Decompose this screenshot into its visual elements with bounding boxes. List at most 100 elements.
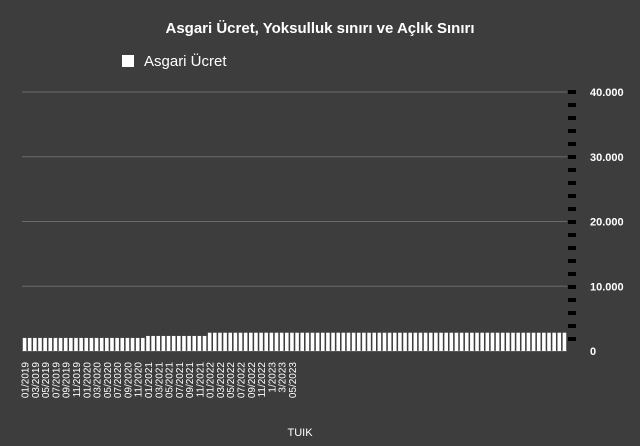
bar — [403, 332, 407, 351]
bar — [557, 332, 562, 351]
bar — [320, 332, 325, 351]
bar — [213, 332, 217, 351]
source-label: TUIK — [287, 427, 313, 439]
axis-dash — [568, 272, 576, 276]
bar — [521, 332, 526, 351]
bar — [254, 332, 258, 351]
bar — [305, 332, 310, 351]
bar — [398, 332, 402, 351]
axis-dash — [568, 103, 576, 107]
bar — [562, 332, 567, 351]
x-tick-label: 05/2022 — [226, 362, 237, 399]
bar — [490, 332, 495, 351]
bar — [53, 337, 58, 351]
axis-dash — [568, 298, 576, 302]
axis-dash — [568, 181, 576, 185]
bar — [547, 332, 551, 351]
x-tick-label: 07/2020 — [113, 362, 124, 399]
bar — [33, 337, 37, 351]
bar — [74, 337, 78, 351]
bar — [269, 332, 274, 351]
bar — [500, 332, 505, 351]
bar — [428, 332, 433, 351]
bar — [63, 337, 68, 351]
bar — [84, 337, 89, 351]
bar — [367, 332, 371, 351]
legend: Asgari Ücret — [122, 52, 227, 70]
x-tick-label: 01/2019 — [21, 362, 32, 399]
x-tick-label: 1/2023 — [267, 362, 278, 393]
bar — [187, 335, 191, 351]
bar — [434, 332, 438, 351]
x-tick-label: 11/2020 — [134, 362, 145, 398]
bar — [377, 332, 382, 351]
bar — [413, 332, 418, 351]
bar — [38, 337, 42, 351]
bar — [120, 337, 125, 351]
bar — [22, 337, 27, 351]
bar — [27, 337, 32, 351]
bar — [480, 332, 484, 351]
x-tick-label: 01/2021 — [144, 362, 155, 399]
bar — [423, 332, 428, 351]
bar — [243, 332, 248, 351]
bar — [233, 332, 238, 351]
axis-dash — [568, 259, 576, 263]
bar — [454, 332, 459, 351]
bar — [295, 332, 299, 351]
axis-dash — [568, 233, 576, 237]
bar — [485, 332, 490, 351]
bar — [495, 332, 500, 351]
bar — [89, 337, 94, 351]
bar — [151, 335, 155, 351]
x-tick-label: 05/2021 — [165, 362, 176, 399]
axis-dash — [568, 142, 576, 146]
bar — [470, 332, 474, 351]
y-axis: 0 10.000 20.000 30.000 40.000 — [568, 87, 624, 358]
bar — [531, 332, 536, 351]
x-tick-label: 11/2021 — [195, 362, 206, 398]
bar — [310, 332, 315, 351]
bar — [290, 332, 294, 351]
x-tick-label: 09/2021 — [185, 362, 196, 399]
legend-swatch — [122, 55, 134, 67]
x-tick-label: 05/2019 — [41, 362, 52, 399]
bar — [475, 332, 479, 351]
x-tick-label: 05/2020 — [103, 362, 114, 399]
bar — [197, 335, 202, 351]
bar — [506, 332, 510, 351]
legend-label: Asgari Ücret — [144, 52, 227, 70]
bar — [79, 337, 83, 351]
x-tick-label: 01/2022 — [206, 362, 217, 399]
bar — [542, 332, 546, 351]
bar — [156, 335, 161, 351]
axis-dash — [568, 324, 576, 328]
bar — [110, 337, 114, 351]
bar — [511, 332, 515, 351]
axis-dash — [568, 246, 576, 250]
x-tick-label: 3/2023 — [278, 362, 289, 393]
axis-dash — [568, 285, 576, 289]
bar — [351, 332, 356, 351]
y-tick-label: 40.000 — [590, 87, 624, 99]
y-tick-label: 20.000 — [590, 217, 624, 229]
bar — [372, 332, 376, 351]
x-tick-label: 07/2022 — [237, 362, 248, 399]
bar — [387, 332, 392, 351]
bar — [526, 332, 531, 351]
x-tick-label: 03/2019 — [31, 362, 42, 399]
bar — [341, 332, 346, 351]
bar — [356, 332, 361, 351]
bar — [130, 337, 135, 351]
axis-dash — [568, 168, 576, 172]
bar — [449, 332, 454, 351]
x-tick-label: 09/2019 — [62, 362, 73, 399]
bar — [408, 332, 412, 351]
bar — [274, 332, 279, 351]
bar — [58, 337, 63, 351]
bar — [125, 337, 130, 351]
x-tick-label: 05/2023 — [288, 362, 299, 399]
bar — [284, 332, 289, 351]
axis-dash — [568, 220, 576, 224]
